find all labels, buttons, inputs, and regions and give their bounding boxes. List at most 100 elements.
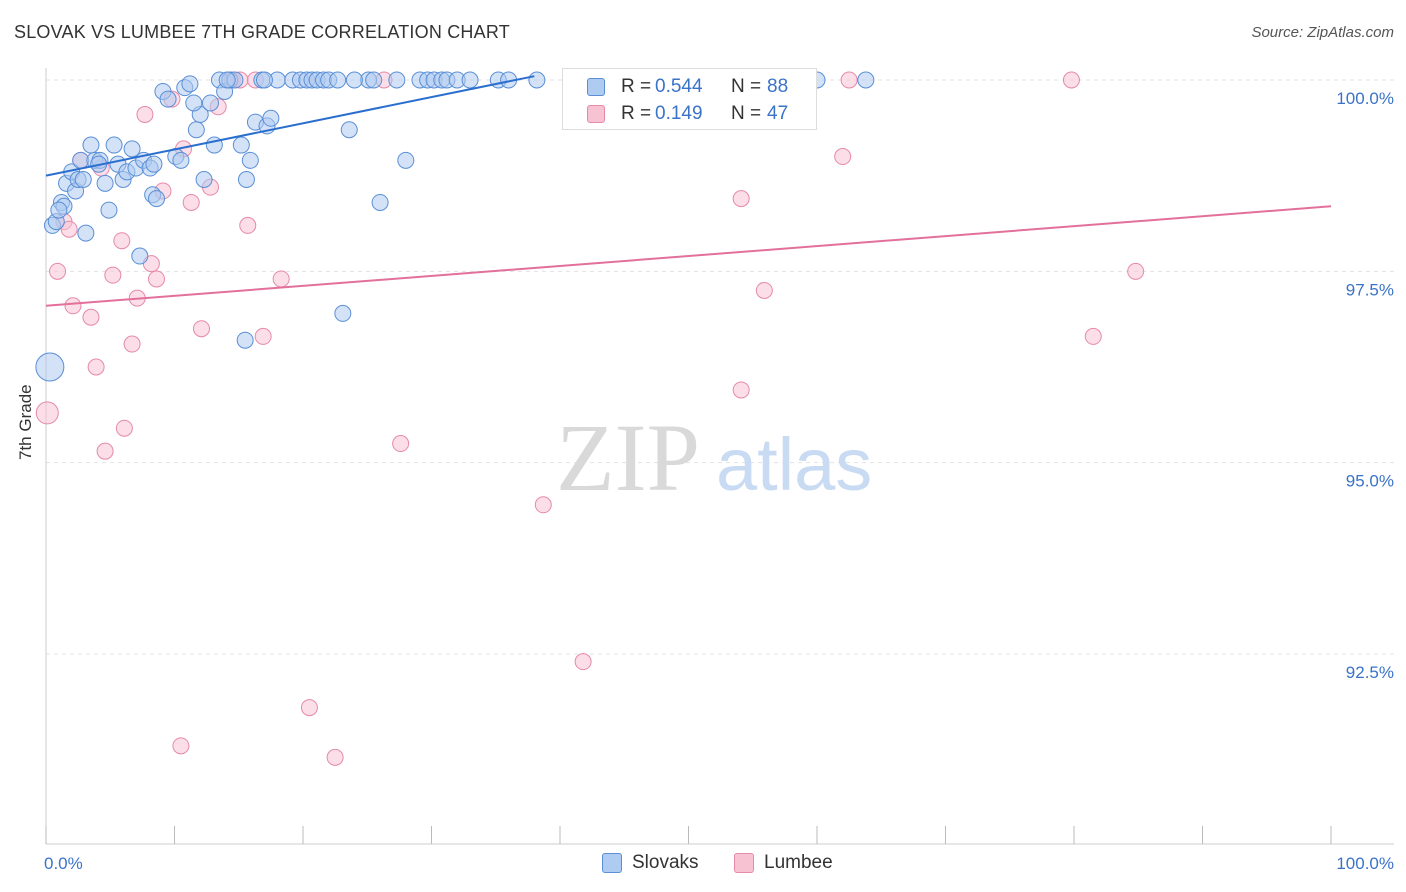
lumbee-point — [392, 435, 410, 453]
slovak-point — [159, 90, 177, 108]
lumbee-point — [35, 401, 59, 425]
lumbee-point — [534, 496, 552, 514]
slovak-trendline — [45, 75, 535, 177]
lumbee-point — [834, 148, 852, 166]
stats-r-label: R = — [621, 76, 652, 97]
slovak-point — [397, 151, 415, 169]
lumbee-point — [1084, 327, 1102, 345]
lumbee-point — [239, 216, 257, 234]
stats-n-label: N = — [731, 76, 762, 97]
slovak-point — [528, 71, 546, 89]
slovak-point — [345, 71, 363, 89]
lumbee-point — [96, 442, 114, 460]
slovak-point — [35, 352, 65, 382]
stats-legend: R = 0.544 N = 88 R = 0.149 N = 47 — [562, 68, 817, 130]
lumbee-trendline — [45, 205, 1332, 307]
legend: Slovaks Lumbee — [0, 852, 1406, 876]
lumbee-point — [732, 190, 750, 208]
slovak-point — [857, 71, 875, 89]
lumbee-point — [192, 320, 210, 338]
lumbee-point — [574, 653, 592, 671]
y-axis-label: 7th Grade — [16, 384, 35, 460]
slovak-point — [262, 109, 280, 127]
slovak-point — [100, 201, 118, 219]
legend-item-lumbee[interactable]: Lumbee — [734, 852, 833, 874]
slovak-point — [241, 151, 259, 169]
slovak-point — [123, 140, 141, 158]
legend-label-slovaks: Slovaks — [632, 852, 699, 873]
legend-label-lumbee: Lumbee — [764, 852, 833, 873]
watermark: ZIP atlas — [556, 404, 872, 511]
stats-row-slovaks: R = 0.544 N = 88 — [563, 75, 843, 99]
watermark-atlas: atlas — [716, 423, 872, 506]
legend-swatch-lumbee — [734, 853, 754, 873]
slovak-point — [255, 71, 273, 89]
slovak-point — [461, 71, 479, 89]
stats-n-value: 47 — [767, 103, 789, 124]
slovak-point — [131, 247, 149, 265]
slovak-point — [74, 170, 92, 188]
lumbee-point — [113, 232, 131, 250]
lumbee-point — [104, 266, 122, 284]
stats-r-value: 0.544 — [655, 76, 703, 97]
lumbee-point — [840, 71, 858, 89]
y-tick-label: 95.0% — [1346, 472, 1394, 491]
lumbee-point — [1062, 71, 1080, 89]
lumbee-point — [326, 748, 344, 766]
lumbee-point — [182, 193, 200, 211]
lumbee-point — [300, 699, 318, 717]
lumbee-point — [254, 327, 272, 345]
slovak-point — [195, 170, 213, 188]
slovak-point — [232, 136, 250, 154]
lumbee-point — [755, 281, 773, 299]
series-slovaks — [35, 71, 875, 382]
slovak-point — [201, 94, 219, 112]
x-tick-label: 100.0% — [1336, 854, 1394, 873]
y-tick-label: 100.0% — [1336, 89, 1394, 108]
lumbee-point — [732, 381, 750, 399]
lumbee-point — [1127, 262, 1145, 280]
slovak-point — [329, 71, 347, 89]
stats-n-label: N = — [731, 103, 762, 124]
slovak-point — [145, 155, 163, 173]
axes — [45, 68, 1394, 845]
slovak-point — [237, 170, 255, 188]
lumbee-point — [136, 105, 154, 123]
source-label: Source: ZipAtlas.com — [1251, 24, 1394, 41]
slovak-point — [187, 121, 205, 139]
stats-n-value: 88 — [767, 76, 789, 97]
slovak-point — [388, 71, 406, 89]
lumbee-point — [272, 270, 290, 288]
legend-item-slovaks[interactable]: Slovaks — [602, 852, 699, 874]
stats-r-label: R = — [621, 103, 652, 124]
slovak-point — [105, 136, 123, 154]
slovak-point — [236, 331, 254, 349]
lumbee-point — [115, 419, 133, 437]
lumbee-point — [60, 220, 78, 238]
stats-r-value: 0.149 — [655, 103, 703, 124]
lumbee-point — [87, 358, 105, 376]
slovak-point — [185, 94, 203, 112]
slovak-point — [82, 136, 100, 154]
legend-swatch-slovaks — [602, 853, 622, 873]
watermark-zip: ZIP — [556, 404, 700, 511]
tick-labels: 92.5% 95.0% 97.5% 100.0% 0.0% 100.0% — [44, 89, 1394, 873]
stats-swatch-lumbee — [587, 105, 605, 123]
slovak-point — [340, 121, 358, 139]
y-tick-label: 97.5% — [1346, 280, 1394, 299]
lumbee-point — [148, 270, 166, 288]
slovak-point — [72, 151, 90, 169]
slovak-point — [371, 193, 389, 211]
slovak-point — [218, 71, 236, 89]
chart-title: SLOVAK VS LUMBEE 7TH GRADE CORRELATION C… — [14, 22, 510, 42]
slovak-point — [77, 224, 95, 242]
lumbee-point — [82, 308, 100, 326]
slovak-point — [148, 190, 166, 208]
slovak-point — [181, 75, 199, 93]
trend-lines — [45, 75, 1332, 307]
x-tick-label: 0.0% — [44, 854, 83, 873]
stats-row-lumbee: R = 0.149 N = 47 — [563, 102, 843, 126]
lumbee-point — [64, 297, 82, 315]
slovak-point — [334, 304, 352, 322]
